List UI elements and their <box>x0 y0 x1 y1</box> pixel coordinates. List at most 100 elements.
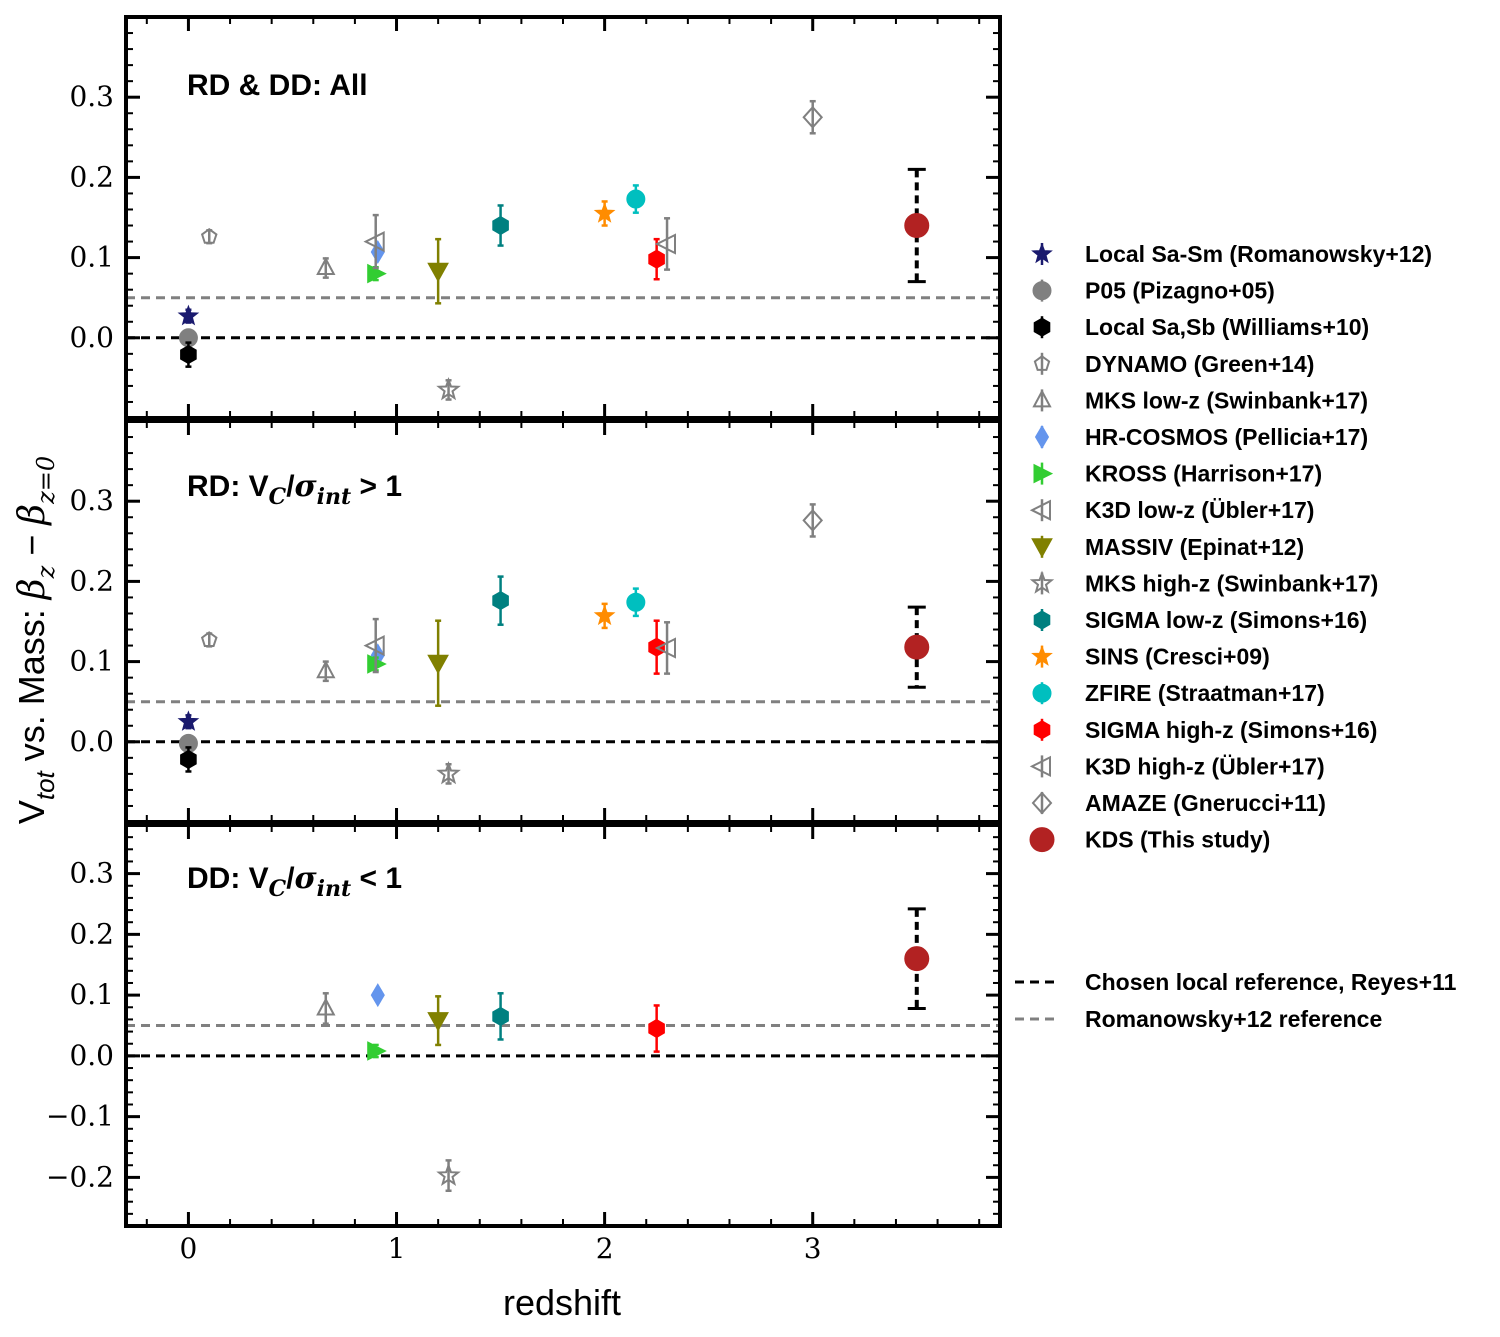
legend-label: Local Sa-Sm (Romanowsky+12) <box>1085 241 1432 267</box>
legend-item-sins-cresci-09: SINS (Cresci+09) <box>1031 644 1270 670</box>
point-k3d-high-z-bler-17 <box>654 233 676 255</box>
point-amaze-gnerucci-11 <box>802 105 824 129</box>
legend: Local Sa-Sm (Romanowsky+12) P05 (Pizagno+… <box>1015 241 1457 1032</box>
point-mks-low-z-swinbank-17 <box>316 997 336 1016</box>
legend-marker <box>1029 570 1055 594</box>
legend-marker <box>1033 463 1054 484</box>
point-mks-low-z-swinbank-17 <box>316 256 336 275</box>
point-k3d-low-z-bler-17 <box>363 634 385 657</box>
y-tick-label: 0.0 <box>69 321 114 354</box>
legend-item-amaze-gnerucci-11: AMAZE (Gnerucci+11) <box>1031 790 1326 816</box>
legend-item-kross-harrison-17: KROSS (Harrison+17) <box>1033 461 1322 487</box>
point-mks-low-z-swinbank-17 <box>316 660 336 679</box>
legend-item-massiv-epinat-12: MASSIV (Epinat+12) <box>1031 534 1304 560</box>
legend-marker <box>1031 645 1053 666</box>
point-sins-cresci-09 <box>593 202 616 223</box>
y-tick-label: 0.3 <box>69 80 114 113</box>
y-axis-title: Vtot vs. Mass: βz − βz=0 <box>11 456 60 824</box>
point-local-sa-sb-williams-10 <box>180 345 197 365</box>
legend-label: ZFIRE (Straatman+17) <box>1085 680 1325 706</box>
point-sigma-high-z-simons-16 <box>648 1018 665 1039</box>
point-local-sa-sm-romanowsky-12 <box>177 304 200 326</box>
panel-3: −0.2 −0.1 0.0 0.1 0.2 0.3 DD: VC/σint < 1 <box>46 823 1002 1228</box>
legend-marker <box>1032 389 1052 408</box>
legend-label: Chosen local reference, Reyes+11 <box>1085 969 1457 995</box>
legend-item-sigma-high-z-simons-16: SIGMA high-z (Simons+16) <box>1033 717 1377 743</box>
point-massiv-epinat-12 <box>427 262 449 283</box>
point-massiv-epinat-12 <box>427 1012 449 1032</box>
legend-marker <box>1033 317 1051 337</box>
panel-2-frame <box>124 419 1002 824</box>
y-tick-label: 0.1 <box>69 645 114 678</box>
legend-marker <box>1032 683 1052 703</box>
x-tick-label: 3 <box>804 1232 822 1265</box>
point-mks-high-z-swinbank-17 <box>436 1162 461 1187</box>
panel-1-frame <box>124 15 1002 420</box>
legend-label: KROSS (Harrison+17) <box>1085 461 1322 487</box>
point-dynamo-green-14-errorbar <box>206 632 213 648</box>
point-zfire-straatman-17 <box>626 592 646 612</box>
legend-item-local-sa-sm-romanowsky-12: Local Sa-Sm (Romanowsky+12) <box>1031 241 1432 267</box>
legend-item-p05-pizagno-05: P05 (Pizagno+05) <box>1032 278 1275 304</box>
point-k3d-low-z-bler-17 <box>363 230 385 253</box>
point-hr-cosmos-pellicia-17 <box>370 983 385 1008</box>
point-k3d-high-z-bler-17 <box>654 637 676 659</box>
y-tick-label: 0.0 <box>69 1039 114 1072</box>
legend-item-k3d-high-z-bler-17: K3D high-z (Übler+17) <box>1029 753 1325 779</box>
point-kds-this-study-errorbar <box>907 907 926 1010</box>
legend-label: MKS low-z (Swinbank+17) <box>1085 387 1368 413</box>
legend-label: P05 (Pizagno+05) <box>1085 278 1275 304</box>
legend-label: Local Sa,Sb (Williams+10) <box>1085 314 1369 340</box>
x-axis-title: redshift <box>503 1282 621 1323</box>
legend-item-local-sa-sb-williams-10: Local Sa,Sb (Williams+10) <box>1033 314 1369 340</box>
x-tick-label: 2 <box>596 1232 614 1265</box>
point-dynamo-green-14-errorbar <box>206 229 213 245</box>
legend-label: SIGMA low-z (Simons+16) <box>1085 607 1367 633</box>
legend-label: DYNAMO (Green+14) <box>1085 351 1314 377</box>
legend-label: Romanowsky+12 reference <box>1085 1006 1382 1032</box>
panel-2: 0.0 0.1 0.2 0.3 RD: VC/σint > 1 <box>69 419 1002 824</box>
panel-1: 0.0 0.1 0.2 0.3 RD & DD: All <box>69 15 1002 420</box>
legend-label: HR-COSMOS (Pellicia+17) <box>1085 424 1368 450</box>
point-k3d-low-z-bler-17-errorbar <box>372 617 379 674</box>
point-sins-cresci-09 <box>593 604 616 626</box>
y-tick-label: −0.2 <box>46 1160 114 1193</box>
legend-marker <box>1032 281 1052 301</box>
point-kross-harrison-17 <box>367 1041 387 1061</box>
point-kds-this-study <box>904 946 930 972</box>
x-tick-label: 0 <box>180 1232 198 1265</box>
point-sigma-low-z-simons-16 <box>492 215 509 236</box>
point-mks-high-z-swinbank-17 <box>436 761 461 785</box>
legend-item-dynamo-green-14: DYNAMO (Green+14) <box>1033 351 1314 377</box>
legend-item-k3d-low-z-bler-17: K3D low-z (Übler+17) <box>1029 497 1314 523</box>
y-tick-label: 0.2 <box>69 160 114 193</box>
legend-item-kds-this-study: KDS (This study) <box>1029 827 1270 853</box>
legend-label: K3D low-z (Übler+17) <box>1085 497 1314 523</box>
x-tick-label: 1 <box>388 1232 406 1265</box>
point-dynamo-green-14 <box>200 227 218 244</box>
point-sigma-high-z-simons-16 <box>648 249 665 269</box>
legend-item-mks-low-z-swinbank-17: MKS low-z (Swinbank+17) <box>1032 387 1368 413</box>
point-local-sa-sb-williams-10 <box>180 749 197 769</box>
legend-marker <box>1034 425 1050 449</box>
legend-item-sigma-low-z-simons-16: SIGMA low-z (Simons+16) <box>1033 607 1367 633</box>
y-tick-label: 0.1 <box>69 978 114 1011</box>
point-kds-this-study <box>904 634 930 660</box>
panel-1-title: RD & DD: All <box>187 69 368 102</box>
legend-label: SIGMA high-z (Simons+16) <box>1085 717 1377 743</box>
y-tick-label: −0.1 <box>46 1100 114 1133</box>
y-tick-label: 0.3 <box>69 857 114 890</box>
legend-label: MASSIV (Epinat+12) <box>1085 534 1304 560</box>
point-kds-this-study <box>904 213 930 239</box>
legend-item-hr-cosmos-pellicia-17: HR-COSMOS (Pellicia+17) <box>1034 424 1368 450</box>
point-dynamo-green-14 <box>200 631 218 647</box>
legend-marker <box>1033 720 1051 740</box>
point-zfire-straatman-17 <box>626 189 646 209</box>
y-tick-label: 0.3 <box>69 484 114 517</box>
point-k3d-high-z-bler-17-errorbar <box>664 217 671 271</box>
legend-marker <box>1031 538 1053 558</box>
y-tick-label: 0.2 <box>69 564 114 597</box>
legend-marker <box>1029 827 1055 853</box>
legend-label: AMAZE (Gnerucci+11) <box>1085 790 1326 816</box>
